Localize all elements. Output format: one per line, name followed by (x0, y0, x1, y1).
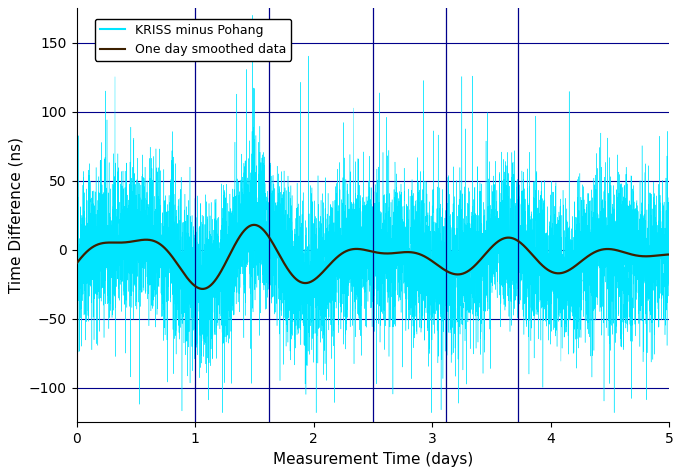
Y-axis label: Time Difference (ns): Time Difference (ns) (8, 137, 23, 294)
Legend: KRISS minus Pohang, One day smoothed data: KRISS minus Pohang, One day smoothed dat… (95, 19, 291, 61)
X-axis label: Measurement Time (days): Measurement Time (days) (273, 452, 473, 466)
